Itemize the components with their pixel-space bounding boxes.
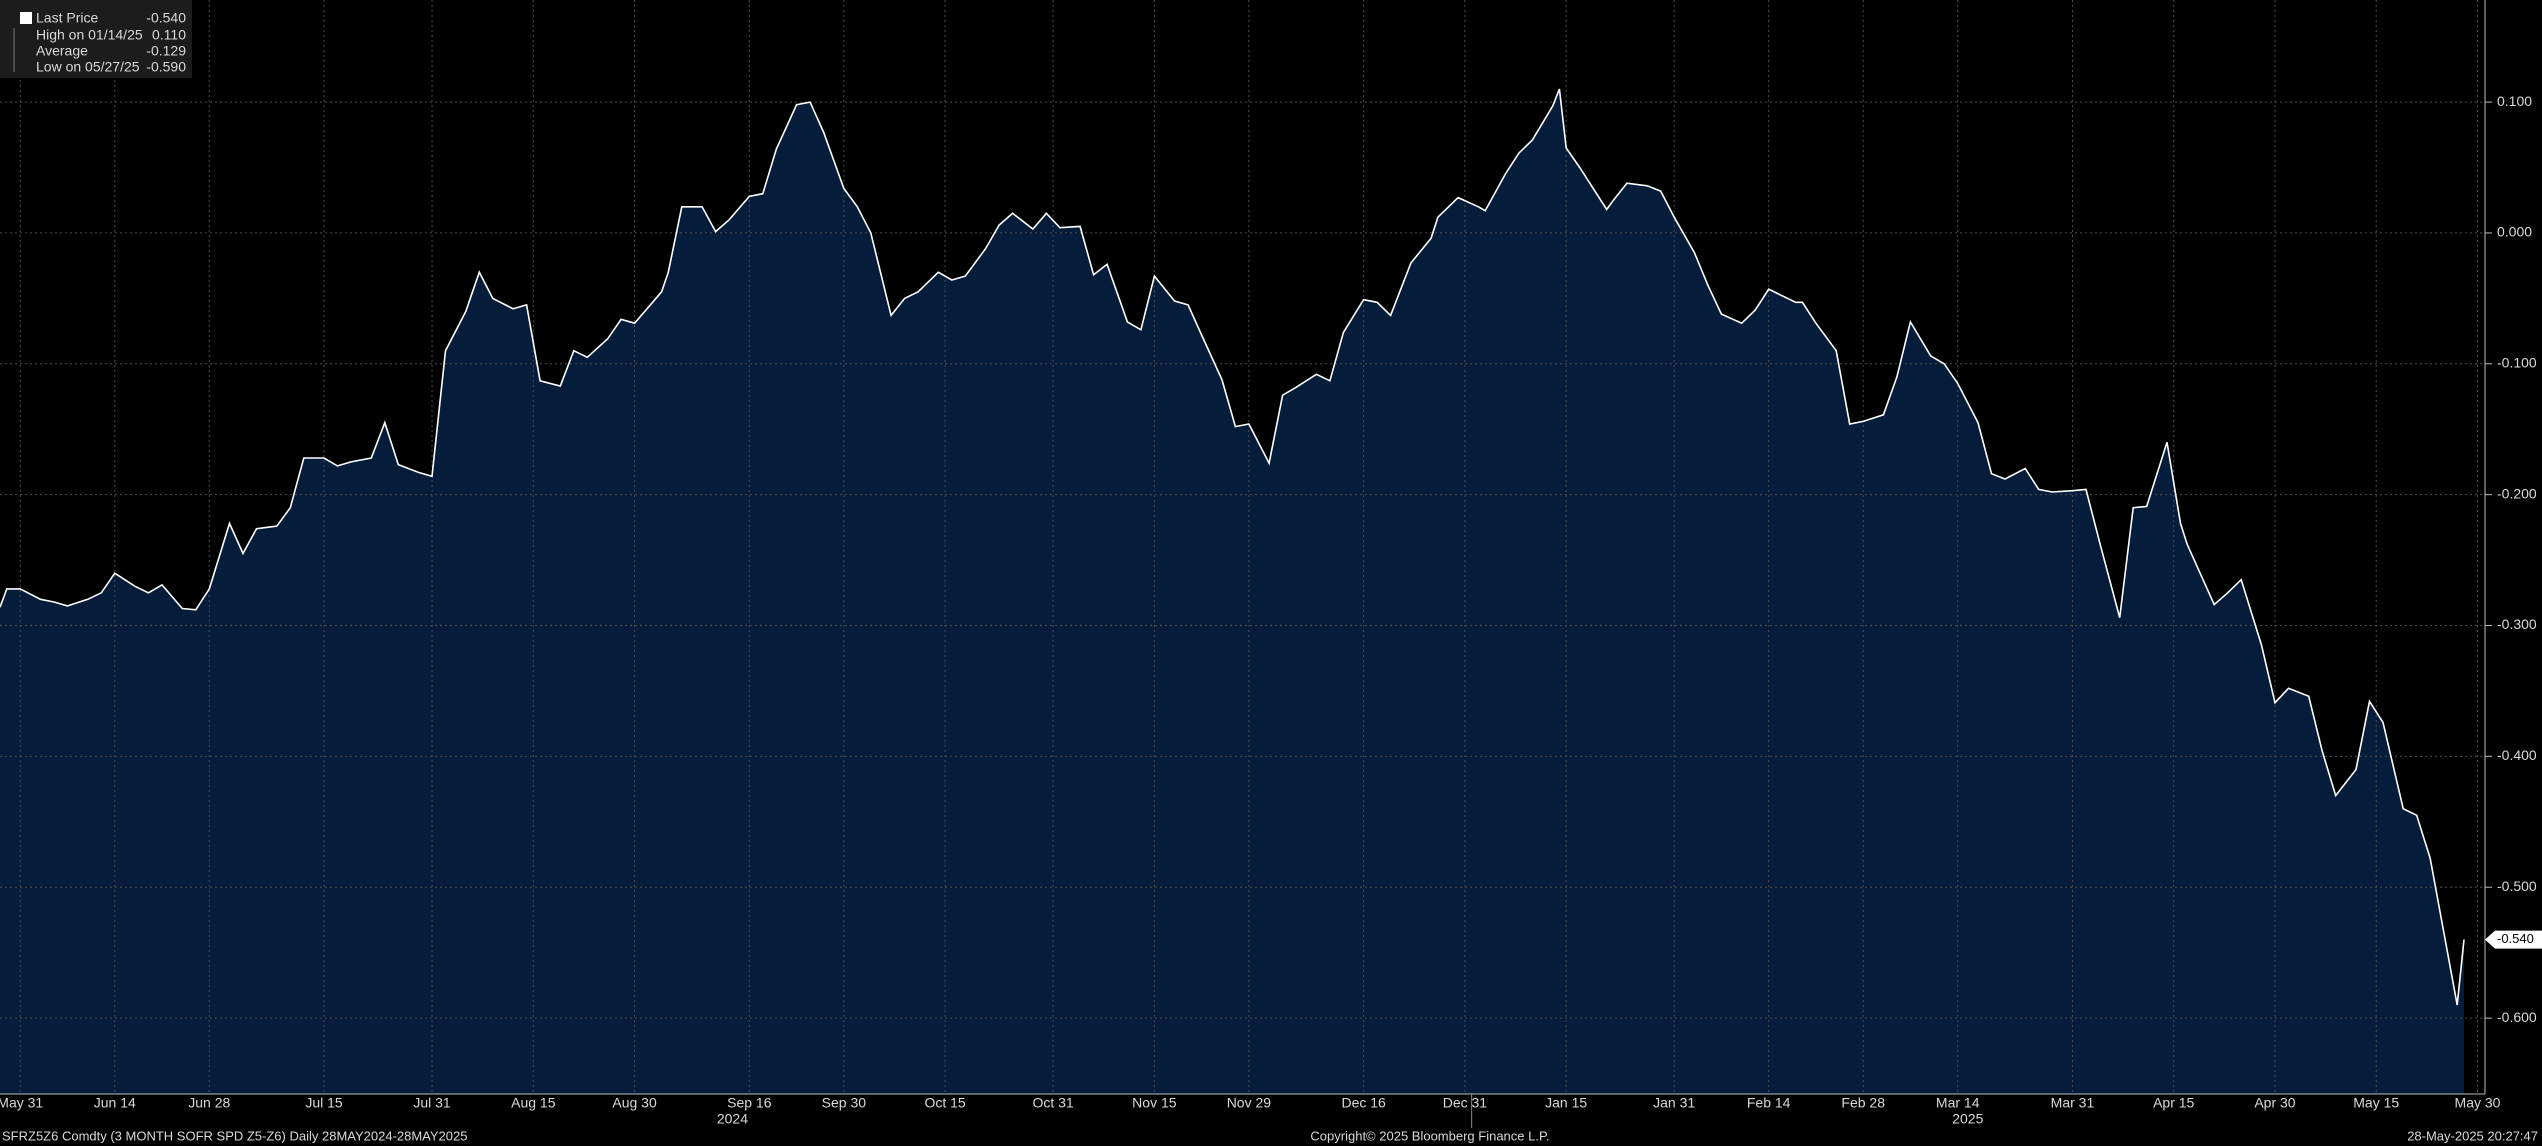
x-tick-label: Jan 15 xyxy=(1545,1095,1587,1111)
x-tick-label: May 31 xyxy=(0,1095,43,1111)
x-tick-label: Jan 31 xyxy=(1653,1095,1695,1111)
stat-value: -0.129 xyxy=(146,43,186,59)
x-tick-label: Jul 31 xyxy=(413,1095,451,1111)
legend-value: -0.540 xyxy=(146,10,186,26)
x-tick-label: Mar 31 xyxy=(2051,1095,2095,1111)
x-tick-label: Oct 31 xyxy=(1032,1095,1073,1111)
stat-label: Low on 05/27/25 xyxy=(36,59,140,75)
x-tick-label: Sep 16 xyxy=(727,1095,772,1111)
y-tick-label: -0.500 xyxy=(2497,878,2537,894)
legend-label: Last Price xyxy=(36,10,98,26)
footer-center: Copyright© 2025 Bloomberg Finance L.P. xyxy=(1310,1128,1549,1143)
footer-left: SFRZ5Z6 Comdty (3 MONTH SOFR SPD Z5-Z6) … xyxy=(2,1128,467,1143)
stat-value: 0.110 xyxy=(152,27,186,43)
stat-label: Average xyxy=(36,43,88,59)
plot-area xyxy=(0,0,2485,1094)
stat-label: High on 01/14/25 xyxy=(36,27,143,43)
y-tick-label: -0.600 xyxy=(2497,1009,2537,1025)
legend-swatch xyxy=(20,12,32,24)
y-tick-label: -0.400 xyxy=(2497,747,2537,763)
x-tick-label: Jun 28 xyxy=(188,1095,230,1111)
y-tick-label: -0.200 xyxy=(2497,485,2537,501)
y-tick-label: -0.300 xyxy=(2497,616,2537,632)
x-tick-label: Aug 30 xyxy=(612,1095,657,1111)
price-line xyxy=(0,88,2465,1006)
x-tick-label: Nov 15 xyxy=(1132,1095,1177,1111)
x-tick-label: Mar 14 xyxy=(1936,1095,1980,1111)
area-fill xyxy=(0,89,2464,1094)
x-tick-label: Dec 31 xyxy=(1443,1095,1488,1111)
x-tick-label: Sep 30 xyxy=(822,1095,867,1111)
x-tick-label: Aug 15 xyxy=(511,1095,556,1111)
x-tick-label: Feb 28 xyxy=(1841,1095,1885,1111)
y-tick-label: 0.100 xyxy=(2497,93,2532,109)
last-price-label: -0.540 xyxy=(2497,931,2534,946)
last-price-tag xyxy=(2485,930,2542,949)
x-tick-label: Feb 14 xyxy=(1747,1095,1791,1111)
x-tick-label: Dec 16 xyxy=(1341,1095,1386,1111)
x-tick-label: Apr 15 xyxy=(2153,1095,2194,1111)
x-tick-label: Oct 15 xyxy=(924,1095,965,1111)
year-label: 2025 xyxy=(1952,1111,1983,1127)
x-tick-label: Apr 30 xyxy=(2254,1095,2295,1111)
stat-value: -0.590 xyxy=(146,59,186,75)
x-tick-label: Nov 29 xyxy=(1227,1095,1272,1111)
y-tick-label: 0.000 xyxy=(2497,224,2532,240)
x-tick-label: Jun 14 xyxy=(94,1095,136,1111)
x-tick-label: May 30 xyxy=(2455,1095,2501,1111)
x-tick-label: May 15 xyxy=(2353,1095,2399,1111)
year-label: 2024 xyxy=(717,1111,748,1127)
x-tick-label: Jul 15 xyxy=(305,1095,343,1111)
footer-right: 28-May-2025 20:27:47 xyxy=(2407,1128,2538,1143)
y-tick-label: -0.100 xyxy=(2497,354,2537,370)
